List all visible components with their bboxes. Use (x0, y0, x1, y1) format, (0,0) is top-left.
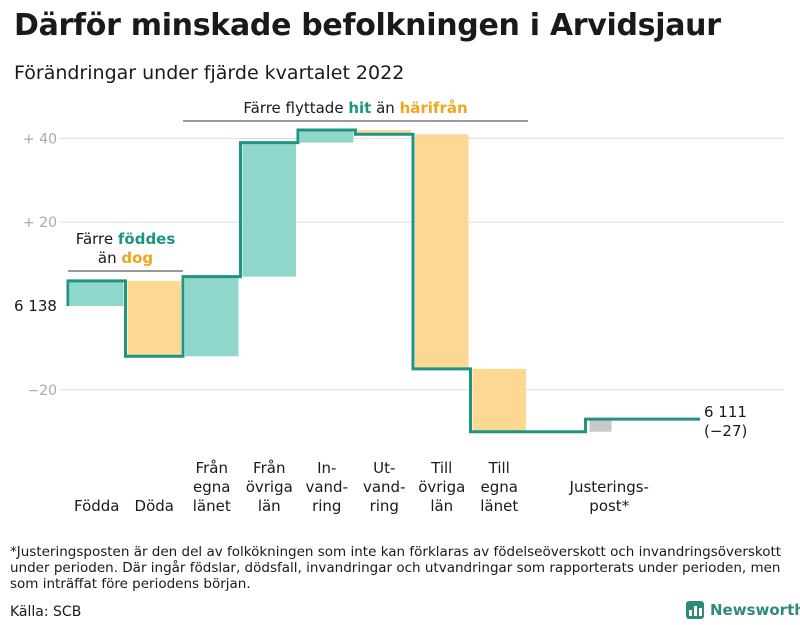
newsworthy-logo: Newsworthy (686, 601, 800, 619)
bar-7 (472, 368, 526, 432)
start-value-label: 6 138 (14, 297, 57, 315)
category-label-2-1: egna (193, 478, 230, 496)
y-tick-label-2: −20 (27, 383, 57, 399)
category-label-4-2: ring (312, 497, 341, 515)
category-label-7-2: länet (480, 497, 518, 515)
category-label-5-0: Ut- (373, 459, 395, 477)
end-value-label: 6 111 (704, 403, 747, 421)
end-change-label: (−27) (704, 422, 747, 440)
bar-3 (242, 142, 296, 277)
category-label-5-2: ring (370, 497, 399, 515)
source-note: Källa: SCB (10, 604, 82, 620)
annotation-text-1-0: Färre flyttade hit än härifrån (243, 99, 467, 117)
category-label-2-2: länet (193, 497, 231, 515)
category-label-7-1: egna (481, 478, 518, 496)
category-label-3-0: Från (253, 459, 285, 477)
bar-2 (185, 276, 239, 357)
category-label-9-1: post* (589, 497, 629, 515)
bar-9 (589, 419, 612, 432)
category-label-3-2: län (258, 497, 281, 515)
category-label-3-1: övriga (246, 478, 293, 496)
annotation-text-0-0: Färre föddes (76, 230, 176, 248)
chart-title: Därför minskade befolkningen i Arvidsjau… (14, 8, 721, 43)
category-label-4-0: In- (317, 459, 336, 477)
category-label-7-0: Till (488, 459, 510, 477)
category-label-0-0: Födda (74, 497, 120, 515)
category-label-9-0: Justerings- (569, 478, 649, 496)
category-label-6-1: övriga (418, 478, 465, 496)
category-label-5-1: vand- (363, 478, 406, 496)
category-label-2-0: Från (196, 459, 228, 477)
category-label-6-2: län (430, 497, 453, 515)
y-tick-label-1: + 20 (23, 215, 57, 231)
bar-1 (127, 280, 181, 357)
footnote: *Justeringsposten är den del av folkökni… (10, 544, 782, 592)
bar-4 (300, 130, 354, 143)
y-tick-label-0: + 40 (23, 131, 57, 147)
cumulative-step-line (66, 128, 700, 434)
bar-0 (70, 280, 124, 306)
bar-6 (415, 134, 469, 369)
category-label-4-1: vand- (305, 478, 348, 496)
annotation-text-0-1: än dog (98, 249, 153, 267)
chart-subtitle: Förändringar under fjärde kvartalet 2022 (14, 62, 405, 84)
bar-chart-icon (686, 601, 704, 619)
logo-text: Newsworthy (710, 601, 800, 619)
category-label-1-0: Döda (135, 497, 174, 515)
bar-5 (357, 130, 411, 135)
category-label-6-0: Till (430, 459, 452, 477)
